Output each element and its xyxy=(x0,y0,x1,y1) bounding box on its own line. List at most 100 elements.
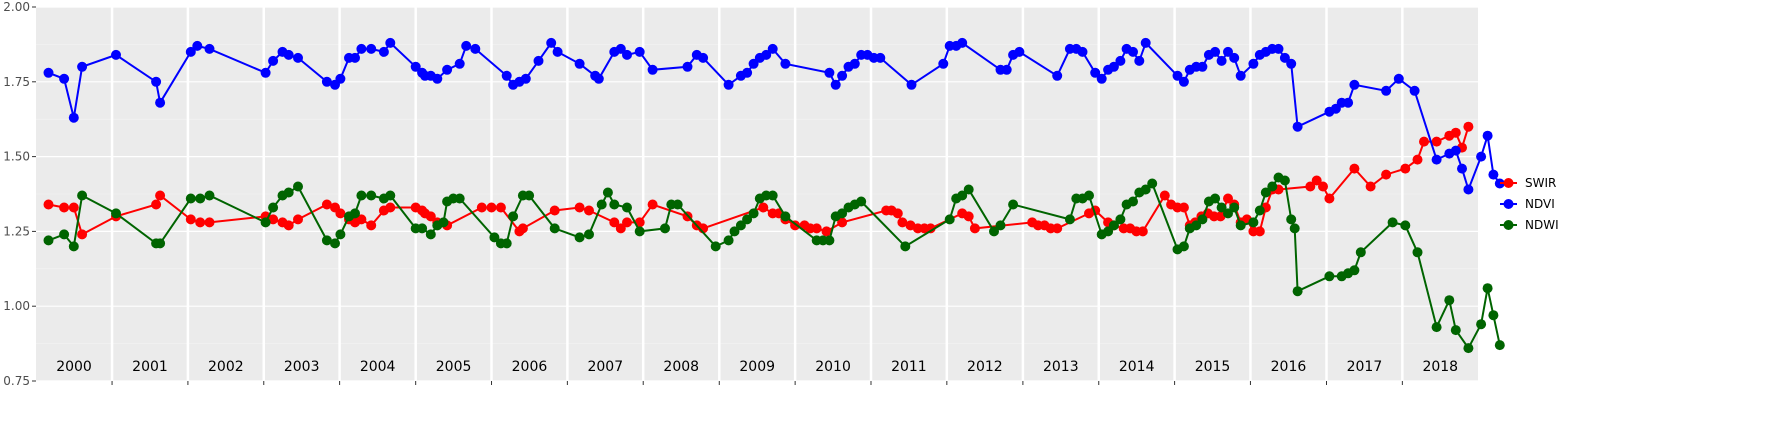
data-point xyxy=(622,202,632,213)
data-point xyxy=(1267,181,1278,192)
year-label: 2010 xyxy=(815,359,851,375)
data-point xyxy=(742,214,753,225)
data-point xyxy=(1419,136,1429,147)
data-point xyxy=(1355,247,1366,258)
year-label: 2006 xyxy=(512,359,548,375)
data-point xyxy=(321,235,332,246)
data-point xyxy=(1084,190,1094,201)
grid-lines xyxy=(36,6,1478,382)
data-point xyxy=(767,190,778,201)
data-point xyxy=(77,61,88,72)
data-point xyxy=(260,217,271,228)
data-point xyxy=(1064,214,1075,225)
year-label: 2012 xyxy=(967,359,1003,375)
data-point xyxy=(1137,226,1148,237)
data-point xyxy=(356,43,367,54)
data-point xyxy=(1273,43,1284,54)
data-point xyxy=(1159,190,1170,201)
year-label: 2003 xyxy=(284,359,320,375)
data-point xyxy=(1260,187,1271,198)
data-point xyxy=(609,217,620,228)
data-point xyxy=(811,223,822,234)
data-point xyxy=(68,202,79,213)
data-point xyxy=(1305,181,1316,192)
data-point xyxy=(59,229,70,240)
data-point xyxy=(1381,169,1392,180)
data-point xyxy=(1090,67,1101,78)
y-tick-label: 1.75 xyxy=(3,75,30,89)
data-point xyxy=(900,241,911,252)
data-point xyxy=(957,37,968,48)
data-point xyxy=(1488,169,1499,180)
data-point xyxy=(1463,343,1474,354)
legend: SWIR NDVI NDWI xyxy=(1500,176,1559,232)
data-point xyxy=(425,211,436,222)
data-point xyxy=(1292,286,1303,297)
data-point xyxy=(185,193,196,204)
data-point xyxy=(1482,130,1493,141)
data-point xyxy=(549,223,560,234)
data-point xyxy=(761,49,772,60)
data-point xyxy=(1229,202,1240,213)
data-point xyxy=(111,208,121,219)
data-point xyxy=(1223,193,1233,204)
data-point xyxy=(1052,70,1063,81)
data-point xyxy=(944,214,955,225)
data-point xyxy=(1412,247,1423,258)
data-point xyxy=(596,199,607,210)
data-point xyxy=(43,199,54,210)
data-point xyxy=(155,97,166,108)
data-point xyxy=(906,79,917,90)
data-point xyxy=(293,52,303,63)
data-point xyxy=(385,190,396,201)
data-point xyxy=(1128,46,1138,57)
data-point xyxy=(1494,178,1505,189)
data-point xyxy=(335,208,346,219)
data-point xyxy=(1216,202,1227,213)
data-point xyxy=(268,214,279,225)
data-point xyxy=(366,220,377,231)
data-point xyxy=(837,70,848,81)
data-point xyxy=(584,229,594,240)
data-point xyxy=(1115,214,1126,225)
data-point xyxy=(1431,136,1442,147)
legend-item-ndvi: NDVI xyxy=(1500,197,1555,211)
data-point xyxy=(432,73,443,84)
data-point xyxy=(925,223,936,234)
data-point xyxy=(321,76,332,87)
data-point xyxy=(1147,178,1158,189)
data-point xyxy=(1318,181,1328,192)
data-point xyxy=(1115,55,1126,66)
legend-marker xyxy=(1503,178,1514,188)
data-point xyxy=(742,67,753,78)
data-point xyxy=(501,238,512,249)
data-point xyxy=(461,40,472,51)
data-point xyxy=(1286,214,1297,225)
year-label: 2016 xyxy=(1271,359,1307,375)
year-label: 2007 xyxy=(587,359,623,375)
data-point xyxy=(1279,175,1290,186)
year-label: 2011 xyxy=(891,359,927,375)
data-point xyxy=(1096,73,1107,84)
data-point xyxy=(1108,61,1119,72)
data-point xyxy=(185,46,196,57)
data-point xyxy=(268,202,279,213)
data-point xyxy=(1324,193,1335,204)
data-point xyxy=(574,58,585,69)
data-point xyxy=(155,238,166,249)
data-point xyxy=(1210,46,1221,57)
data-point xyxy=(1476,319,1487,330)
data-point xyxy=(195,193,206,204)
data-point xyxy=(489,232,500,243)
data-point xyxy=(508,211,519,222)
data-point xyxy=(837,208,848,219)
data-point xyxy=(356,214,367,225)
year-label: 2004 xyxy=(360,359,396,375)
data-point xyxy=(425,229,436,240)
data-point xyxy=(1450,127,1461,138)
year-label: 2013 xyxy=(1043,359,1079,375)
data-point xyxy=(1431,322,1442,333)
data-point xyxy=(111,49,121,60)
data-point xyxy=(335,229,346,240)
data-point xyxy=(366,190,377,201)
